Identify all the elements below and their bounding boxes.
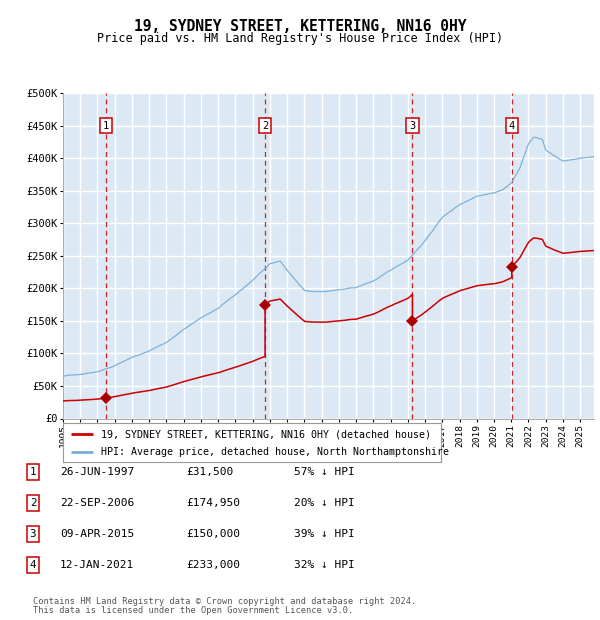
Text: 12-JAN-2021: 12-JAN-2021 <box>60 560 134 570</box>
Text: £174,950: £174,950 <box>186 498 240 508</box>
Text: 22-SEP-2006: 22-SEP-2006 <box>60 498 134 508</box>
Text: Contains HM Land Registry data © Crown copyright and database right 2024.: Contains HM Land Registry data © Crown c… <box>33 597 416 606</box>
Text: 2: 2 <box>262 120 268 131</box>
Text: £150,000: £150,000 <box>186 529 240 539</box>
Text: 09-APR-2015: 09-APR-2015 <box>60 529 134 539</box>
Text: 2: 2 <box>30 498 36 508</box>
Text: 1: 1 <box>30 467 36 477</box>
Text: £31,500: £31,500 <box>186 467 233 477</box>
Text: 20% ↓ HPI: 20% ↓ HPI <box>294 498 355 508</box>
Text: This data is licensed under the Open Government Licence v3.0.: This data is licensed under the Open Gov… <box>33 606 353 615</box>
Text: Price paid vs. HM Land Registry's House Price Index (HPI): Price paid vs. HM Land Registry's House … <box>97 32 503 45</box>
Text: 4: 4 <box>30 560 36 570</box>
Text: 3: 3 <box>30 529 36 539</box>
Text: 19, SYDNEY STREET, KETTERING, NN16 0HY: 19, SYDNEY STREET, KETTERING, NN16 0HY <box>134 19 466 33</box>
Text: 39% ↓ HPI: 39% ↓ HPI <box>294 529 355 539</box>
Text: 26-JUN-1997: 26-JUN-1997 <box>60 467 134 477</box>
Text: 57% ↓ HPI: 57% ↓ HPI <box>294 467 355 477</box>
Text: HPI: Average price, detached house, North Northamptonshire: HPI: Average price, detached house, Nort… <box>101 447 449 457</box>
Text: 19, SYDNEY STREET, KETTERING, NN16 0HY (detached house): 19, SYDNEY STREET, KETTERING, NN16 0HY (… <box>101 429 431 439</box>
Text: 1: 1 <box>103 120 109 131</box>
Text: 32% ↓ HPI: 32% ↓ HPI <box>294 560 355 570</box>
Text: 4: 4 <box>509 120 515 131</box>
Text: £233,000: £233,000 <box>186 560 240 570</box>
Text: 3: 3 <box>409 120 416 131</box>
